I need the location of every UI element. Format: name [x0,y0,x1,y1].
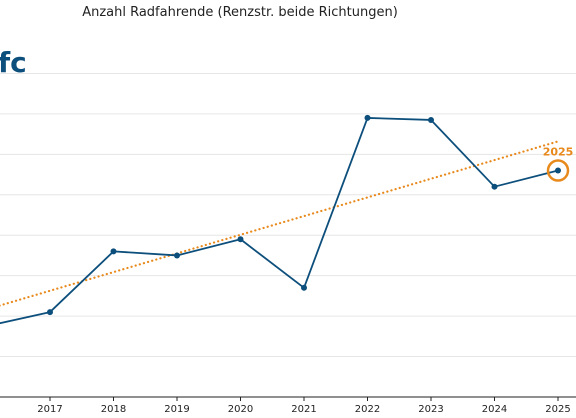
data-point [491,183,498,190]
data-point [555,167,561,174]
highlight-label: 2025 [543,146,574,159]
x-axis: 2017 2018 2019 2020 2021 2022 2023 2024 2025 [0,396,576,415]
data-point [301,284,307,291]
data-point [237,236,244,243]
x-tick-label: 2025 [545,404,570,415]
data-point [174,252,180,259]
x-tick-label: 2019 [164,404,189,415]
series-group [0,117,559,325]
data-point [364,114,371,121]
x-tick-label: 2021 [291,404,316,415]
data-point [110,248,117,255]
series-line [0,117,559,325]
x-tick-label: 2024 [482,404,507,415]
highlight-ring [546,159,570,182]
highlight-group: 2025 [543,146,574,182]
x-tick-label: 2018 [101,404,126,415]
trendline [0,140,560,307]
x-tick-label: 2020 [228,404,253,415]
data-point [428,116,434,123]
x-tick-label: 2023 [418,404,443,415]
x-tick-label: 2022 [355,404,380,415]
chart-title: Anzahl Radfahrende (Renzstr. beide Richt… [82,5,398,20]
data-point [47,309,53,316]
points-group [47,114,561,316]
x-tick-label: 2017 [37,404,62,415]
trendline-group [0,140,560,307]
grid-lines [0,72,576,358]
logo-text: fc [0,46,27,79]
